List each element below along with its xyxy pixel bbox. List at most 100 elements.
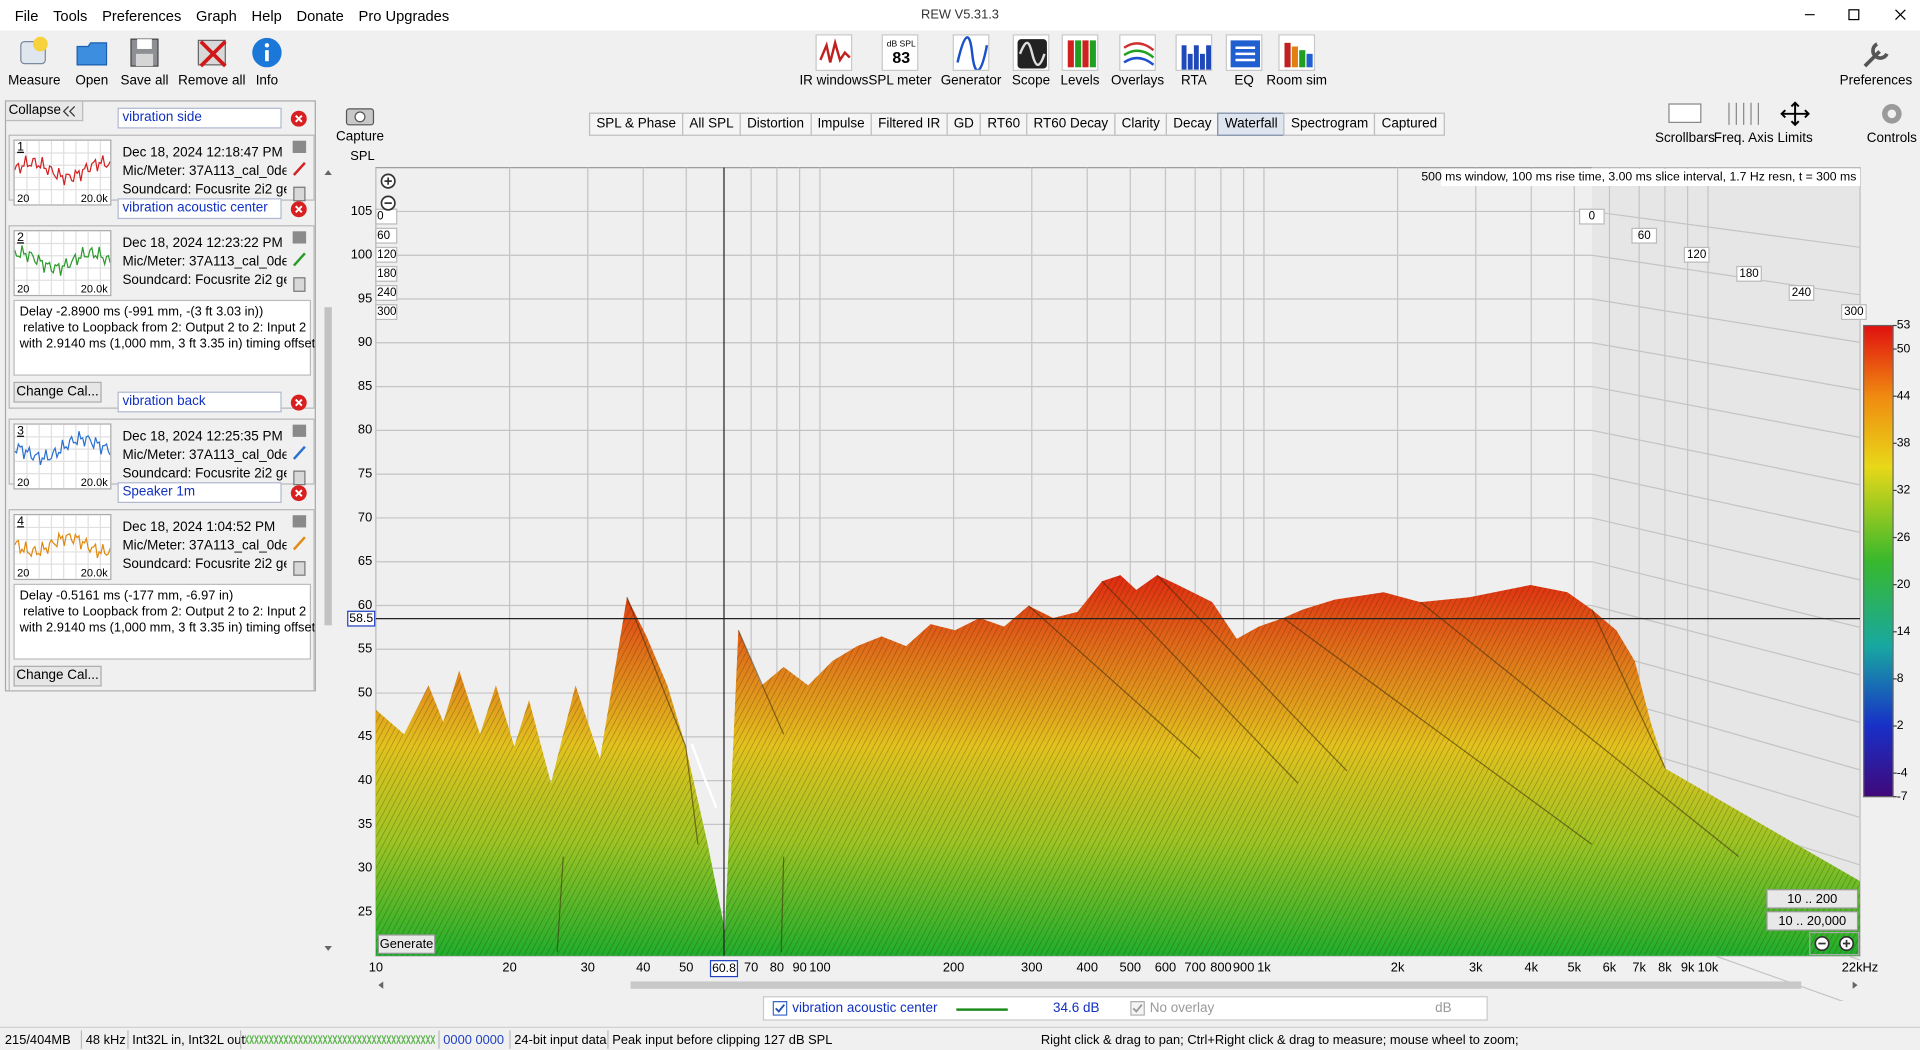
- measurement-mic: Mic/Meter: 37A113_cal_0degre: [122, 163, 286, 179]
- measurement-name[interactable]: vibration back: [117, 391, 282, 413]
- chart-button[interactable]: 10 .. 20,000: [1766, 911, 1859, 931]
- tab[interactable]: Clarity: [1114, 112, 1168, 136]
- x-tick-label: 10: [369, 959, 383, 974]
- toolbar-button[interactable]: Measure: [0, 34, 71, 90]
- x-tick-label: 90: [792, 959, 806, 974]
- panel-scrollbar[interactable]: [321, 163, 336, 958]
- thumbnail[interactable]: 3 20 20.0k: [13, 423, 112, 490]
- measurement-number: 4: [17, 515, 24, 529]
- time-label: 60: [377, 229, 390, 242]
- tab[interactable]: Impulse: [810, 112, 872, 136]
- measurement-name[interactable]: Speaker 1m: [117, 482, 282, 503]
- tab[interactable]: Decay: [1165, 112, 1219, 136]
- view-control[interactable]: Scrollbars: [1653, 100, 1717, 147]
- menu-item[interactable]: File: [14, 6, 39, 24]
- icon-shape: [264, 43, 270, 48]
- view-control[interactable]: Freq. Axis: [1712, 100, 1776, 147]
- collapse-button[interactable]: Collapse: [6, 101, 84, 122]
- icon: [20, 36, 48, 65]
- button-label: Preferences: [1839, 73, 1913, 89]
- toolbar-button[interactable]: Preferences: [1837, 34, 1915, 90]
- checkbox[interactable]: [772, 1001, 788, 1016]
- colorbar-label: 38: [1897, 436, 1911, 450]
- y-tick-label: 45: [358, 728, 372, 743]
- measurement-soundcard: Soundcard: Focusrite 2i2 gen 4: [122, 182, 286, 198]
- tab[interactable]: SPL & Phase: [588, 112, 684, 136]
- icon-shape: [1842, 939, 1851, 948]
- chart-button[interactable]: Generate: [377, 934, 436, 954]
- toolbar-button[interactable]: Save all: [108, 34, 181, 90]
- toolbar-button[interactable]: Remove all: [175, 34, 248, 90]
- waterfall-surface: [375, 574, 1861, 956]
- toolbar-button[interactable]: IR windows: [797, 34, 870, 90]
- view-control[interactable]: Limits: [1763, 100, 1827, 147]
- icon-shape: [14, 531, 111, 558]
- toolbar-button[interactable]: Overlays: [1101, 34, 1174, 90]
- toolbar-button[interactable]: Scope: [994, 34, 1067, 90]
- y-tick-label: 40: [358, 772, 372, 787]
- icon: [1780, 101, 1810, 127]
- tab[interactable]: Waterfall: [1217, 112, 1285, 136]
- checkbox[interactable]: [1130, 1001, 1145, 1016]
- menu-item[interactable]: Tools: [53, 6, 88, 24]
- measurement-name[interactable]: vibration acoustic center: [117, 198, 282, 220]
- zoom-out[interactable]: [380, 195, 396, 211]
- zoom-in[interactable]: [1838, 935, 1855, 952]
- toolbar-button[interactable]: Generator: [934, 34, 1007, 90]
- menu-item[interactable]: Graph: [195, 6, 237, 24]
- measurement-name[interactable]: vibration side: [117, 107, 282, 129]
- thumbnail[interactable]: 2 20 20.0k: [13, 230, 112, 297]
- tab[interactable]: Captured: [1374, 112, 1445, 136]
- toolbar-button[interactable]: RTA: [1157, 34, 1230, 90]
- tab[interactable]: Filtered IR: [870, 112, 948, 136]
- view-control[interactable]: Controls: [1860, 100, 1920, 147]
- toolbar-button[interactable]: dB SPL 83 SPL meter: [863, 34, 936, 90]
- cursor-label-box: [709, 960, 739, 978]
- chart-scrollbar[interactable]: [376, 978, 1860, 993]
- tab[interactable]: RT60 Decay: [1026, 112, 1116, 136]
- change-cal-button[interactable]: Change Cal...: [13, 665, 102, 687]
- icon-shape: [1200, 53, 1205, 70]
- tab[interactable]: All SPL: [682, 112, 741, 136]
- icon: [62, 106, 76, 117]
- window-controls: [1804, 9, 1906, 21]
- thumbnail[interactable]: 4 20 20.0k: [13, 513, 112, 581]
- menu-item[interactable]: Donate: [296, 6, 344, 24]
- remove-button[interactable]: [290, 110, 307, 127]
- toolbar-button[interactable]: Info: [230, 34, 303, 90]
- tab[interactable]: Distortion: [739, 112, 812, 136]
- icon-shape: [1863, 42, 1889, 68]
- button-label: Freq. Axis: [1713, 130, 1774, 146]
- thumbnail[interactable]: 1 20 20.0k: [13, 139, 112, 206]
- info-box: [1441, 168, 1861, 187]
- zoom-out[interactable]: [1814, 935, 1830, 952]
- change-cal-button[interactable]: Change Cal...: [13, 381, 102, 403]
- status-item: 24-bit input data: [514, 1032, 607, 1048]
- note-line: relative to Loopback from 2: Output 2 to…: [19, 320, 307, 336]
- toolbar-button[interactable]: EQ: [1207, 34, 1280, 90]
- menu-item[interactable]: Pro Upgrades: [358, 6, 450, 24]
- menu-item[interactable]: Preferences: [102, 6, 182, 24]
- grid-line: [375, 342, 1861, 391]
- chart-button[interactable]: 10 .. 200: [1766, 889, 1859, 909]
- note-line: with 2.9140 ms (1,000 mm, 3 ft 3.35 in) …: [19, 336, 316, 352]
- toolbar-button[interactable]: Open: [55, 34, 128, 90]
- toolbar-button[interactable]: Levels: [1043, 34, 1116, 90]
- remove-button[interactable]: [290, 485, 307, 502]
- x-tick-label: 400: [1077, 959, 1098, 974]
- menu-item[interactable]: Help: [251, 6, 282, 24]
- icon-shape: [135, 53, 154, 67]
- zoom-in[interactable]: [380, 173, 396, 189]
- icon-shape: [295, 205, 303, 214]
- y-tick-label: 55: [358, 641, 372, 656]
- capture-button[interactable]: Capture: [336, 103, 385, 147]
- remove-button[interactable]: [290, 394, 307, 411]
- tab[interactable]: GD: [946, 112, 982, 136]
- x-tick-label: 700: [1184, 959, 1205, 974]
- status-separator: [509, 1030, 511, 1049]
- toolbar-button[interactable]: Room sim: [1260, 34, 1333, 90]
- remove-button[interactable]: [290, 201, 307, 218]
- button-label: EQ: [1234, 73, 1254, 89]
- tab[interactable]: Spectrogram: [1283, 112, 1376, 136]
- tab[interactable]: RT60: [980, 112, 1028, 136]
